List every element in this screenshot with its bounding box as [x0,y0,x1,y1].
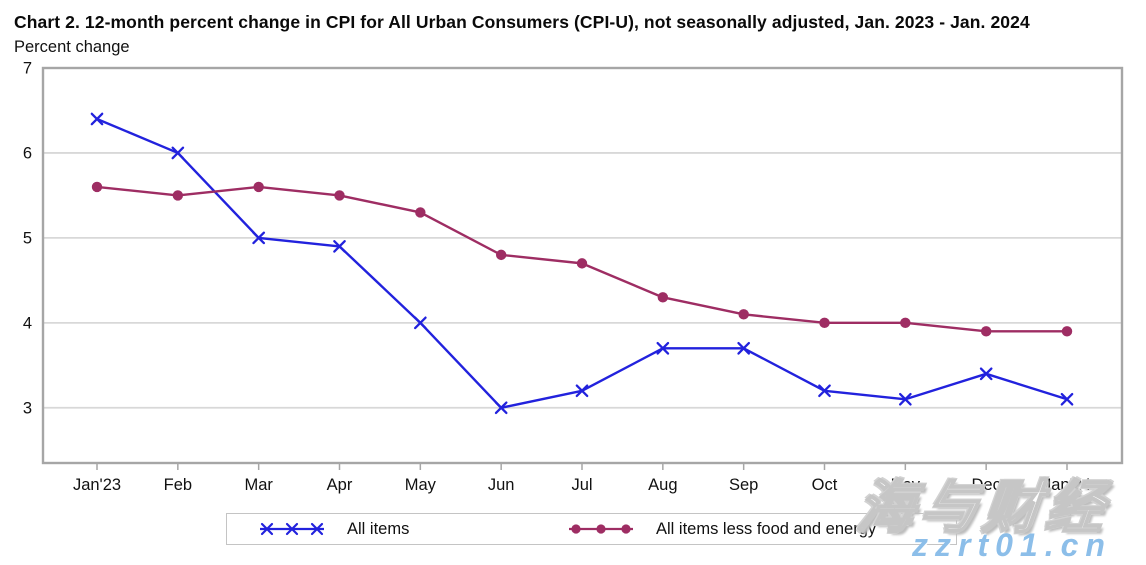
x-axis-tick-label: Jul [571,476,592,494]
data-point-circle-marker [1061,326,1073,337]
data-point-x-marker [90,112,104,126]
legend-circle-marker-icon [571,524,581,534]
data-point-x-marker [656,341,670,355]
data-point-circle-marker [91,181,103,193]
x-axis-tick-label: Dec [971,476,1000,494]
x-axis-tick-label: Apr [327,476,353,494]
x-axis-tick-label: May [405,476,437,494]
data-point-x-marker [737,341,751,355]
data-point-x-marker [171,146,185,160]
legend-circle-marker-icon [621,524,631,534]
x-axis-tick-label: Oct [812,476,838,494]
legend-circle-marker-icon [596,524,606,534]
legend-x-marker-icon [285,522,299,536]
y-axis-tick-label: 3 [23,399,32,417]
data-point-circle-marker [172,190,184,201]
y-axis-tick-label: 5 [23,229,32,247]
x-axis-tick-label: Sep [729,476,758,494]
x-axis-tick-label: Aug [648,476,677,494]
legend-item-all-items: All items [258,514,409,544]
data-point-circle-marker [657,292,669,303]
legend-x-marker-icon [310,522,324,536]
legend-x-marker-icon [260,522,274,536]
legend-swatch-all-items-icon [260,522,324,536]
x-axis-tick-label: Nov [891,476,921,494]
data-point-circle-marker [900,317,911,329]
data-point-circle-marker [819,317,830,329]
data-point-x-marker [979,367,993,381]
data-point-circle-marker [738,309,749,320]
legend-swatch-core-icon [569,524,633,534]
y-axis-title: Percent change [14,38,130,56]
data-point-x-marker [333,240,346,253]
data-point-x-marker [252,231,266,245]
legend-item-core: All items less food and energy [567,514,876,544]
x-axis-tick-label: Jan'24 [1043,476,1091,494]
x-axis-tick-label: Jun [488,476,515,494]
plot-frame [41,66,1124,465]
x-axis-tick-label: Jan'23 [73,476,121,494]
data-point-x-marker [494,401,508,415]
y-axis-tick-label: 4 [23,314,32,332]
legend-label-all-items: All items [347,519,410,538]
legend-label-core: All items less food and energy [656,519,877,538]
y-axis-tick-label: 6 [23,144,32,162]
data-point-x-marker [818,384,831,398]
data-point-x-marker [413,316,427,330]
series-markers-all-items-less-food-and-energy [91,181,1073,337]
data-point-circle-marker [980,326,992,337]
data-point-circle-marker [415,207,426,218]
x-axis-tick-label: Feb [164,476,192,494]
y-axis-tick-label: 7 [23,60,32,78]
series-markers-all-items [90,112,1074,415]
data-point-circle-marker [253,181,264,193]
chart-legend: All items All items less food and energy [226,513,957,545]
data-point-circle-marker [334,190,345,201]
data-point-x-marker [575,384,589,398]
data-point-x-marker [1060,392,1074,406]
chart-title: Chart 2. 12-month percent change in CPI … [14,12,1030,32]
data-point-circle-marker [495,249,507,261]
x-axis-tick-label: Mar [244,476,273,494]
data-point-x-marker [898,392,912,406]
data-point-circle-marker [576,258,588,269]
